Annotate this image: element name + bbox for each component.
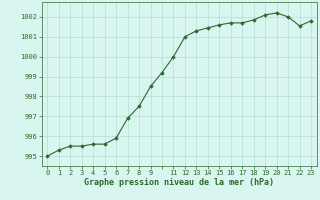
X-axis label: Graphe pression niveau de la mer (hPa): Graphe pression niveau de la mer (hPa): [84, 178, 274, 187]
